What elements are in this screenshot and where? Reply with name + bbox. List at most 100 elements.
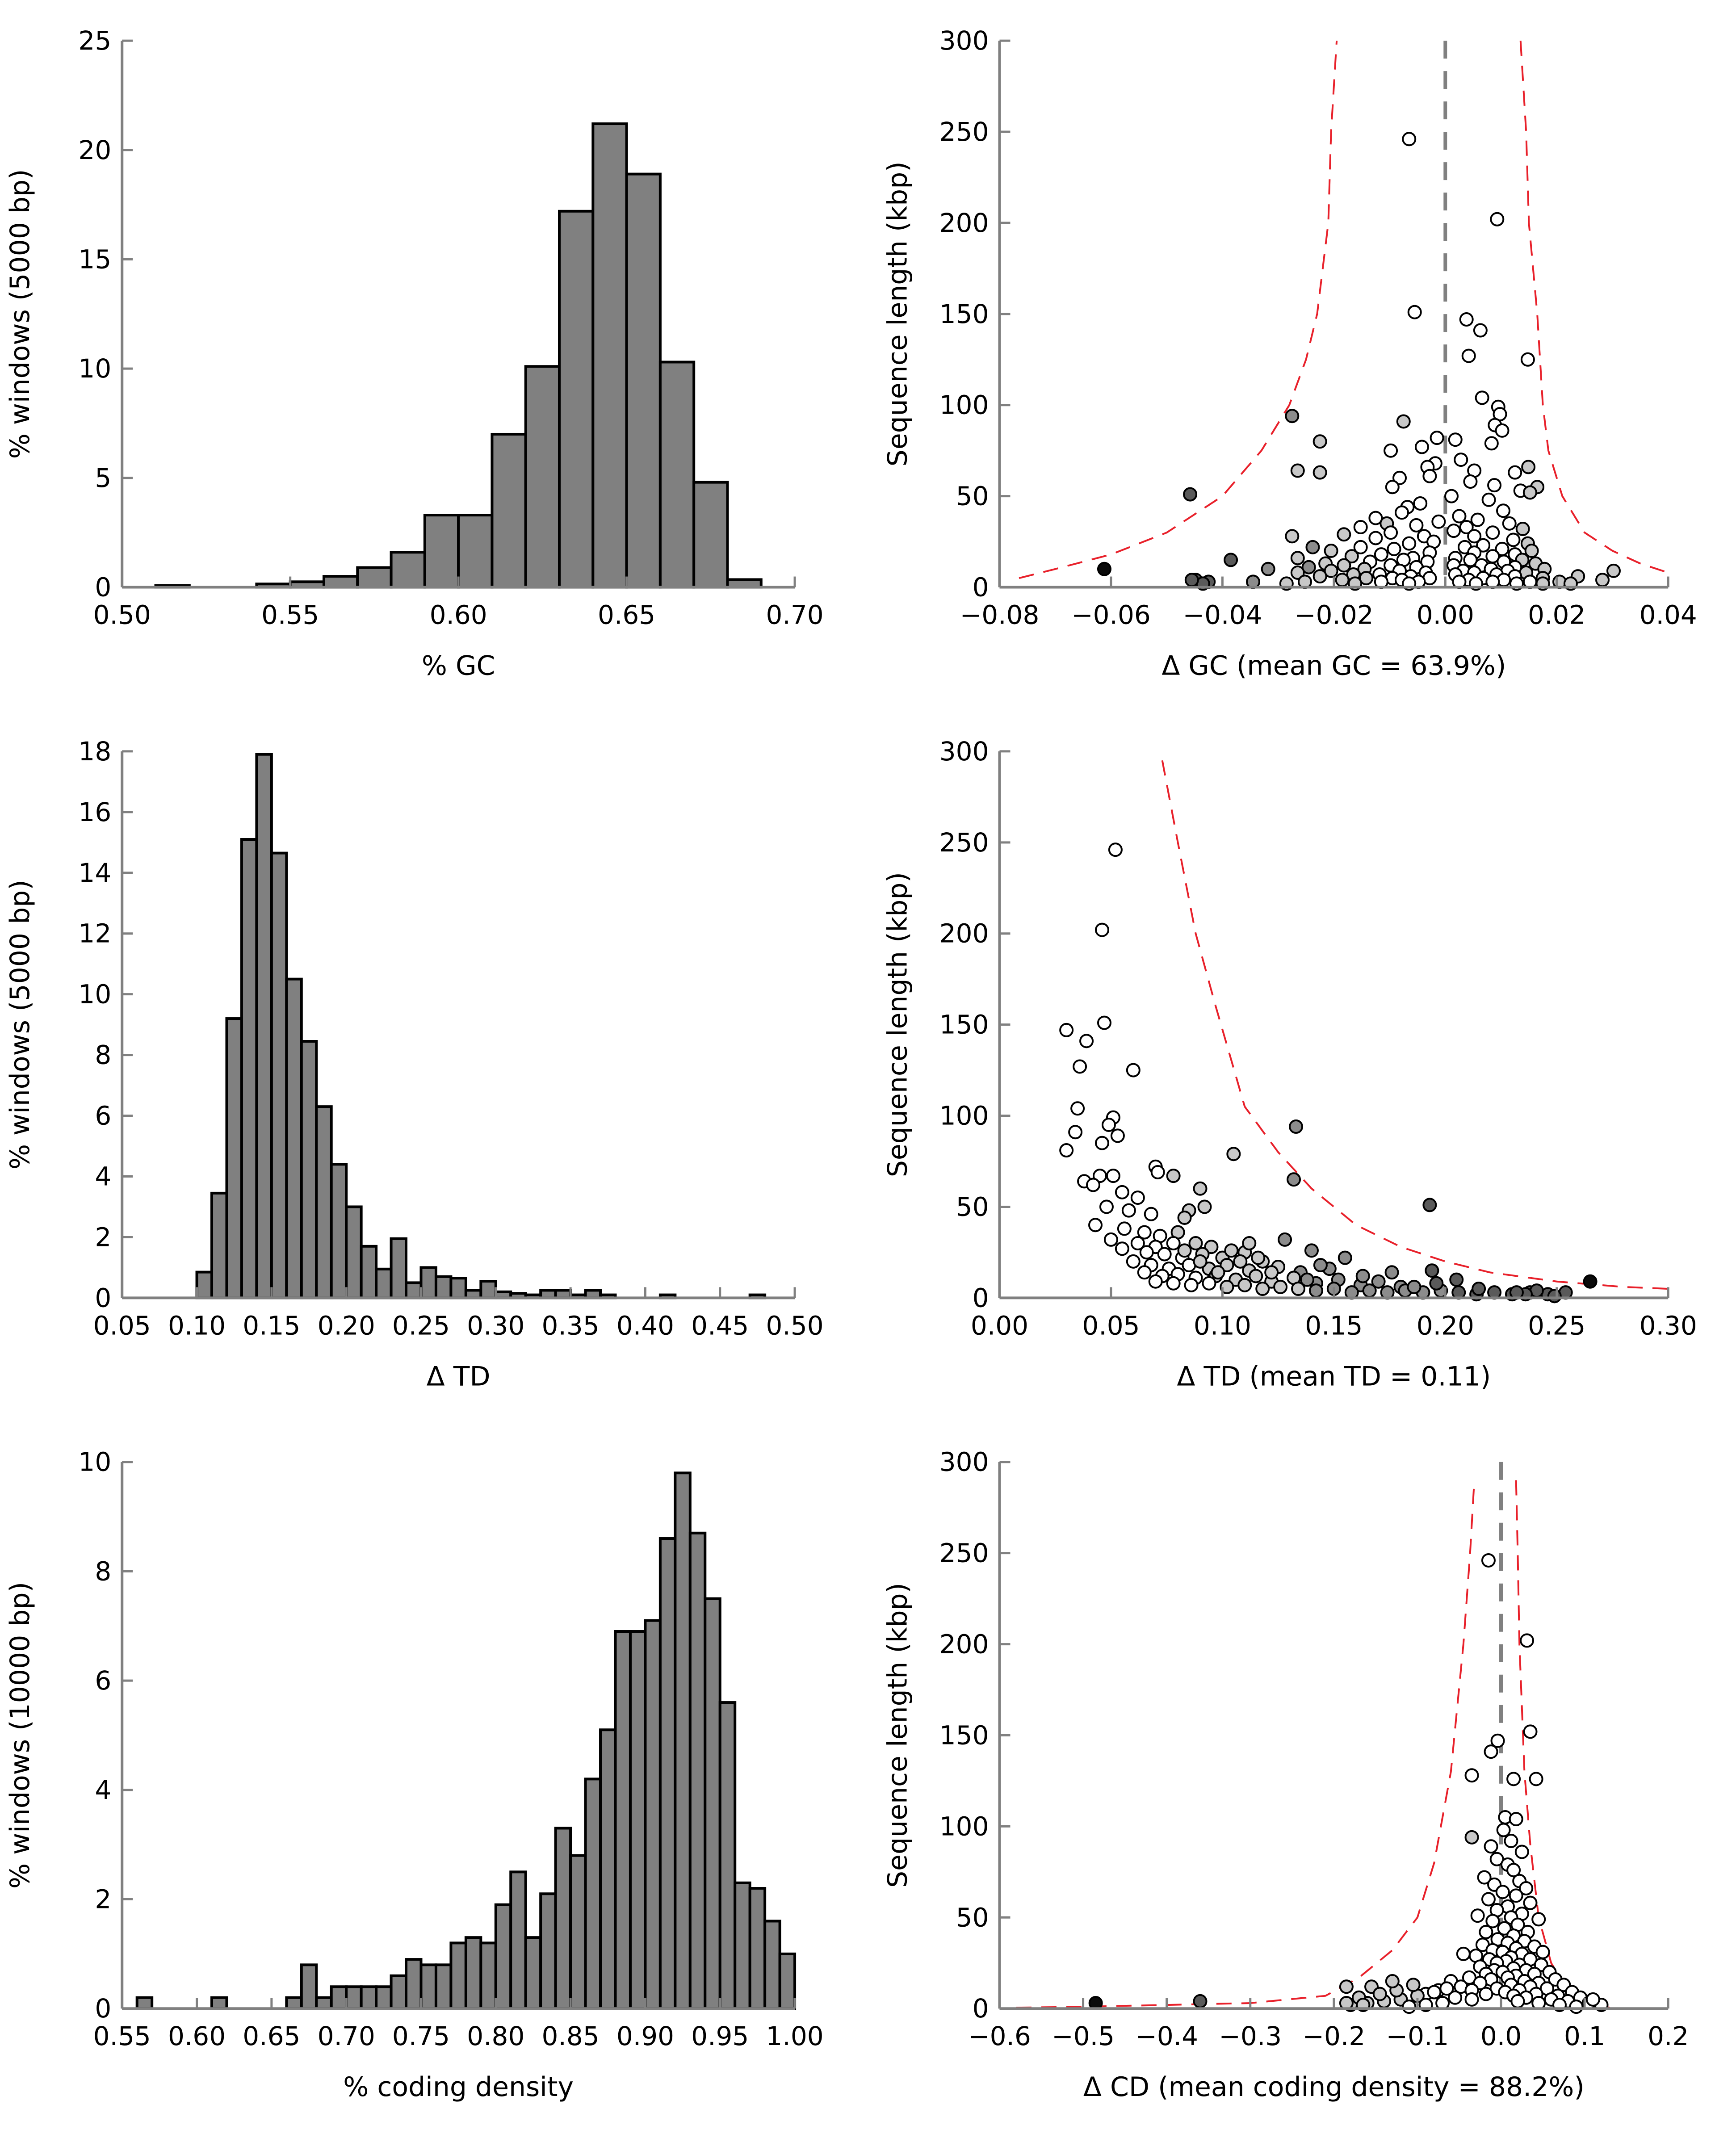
- cd-histogram-bar: [674, 1471, 692, 2010]
- gc-scatter-point: [1285, 529, 1300, 544]
- td-histogram-bar: [375, 1267, 393, 1300]
- td-scatter-point: [1144, 1207, 1158, 1221]
- td-histogram-bar: [434, 1275, 453, 1300]
- cd-histogram-bar: [614, 1630, 632, 2010]
- gc-scatter-point: [1447, 524, 1461, 538]
- cd-scatter-x-tick-label: 0.0: [1480, 2021, 1522, 2051]
- gc-scatter-point: [1392, 470, 1407, 485]
- td-scatter-point: [1166, 1236, 1181, 1251]
- td-scatter-point: [1094, 1136, 1109, 1150]
- gc-scatter-points: [1097, 132, 1621, 591]
- td-scatter-point: [1278, 1232, 1292, 1247]
- cd-scatter-point: [1520, 1633, 1535, 1648]
- gc-histogram-bar: [625, 172, 662, 589]
- cd-histogram-bar: [748, 1887, 767, 2010]
- td-scatter-point: [1106, 1169, 1120, 1183]
- cd-scatter-point: [1490, 1733, 1505, 1748]
- td-scatter-y-tick-label: 0: [973, 1283, 989, 1313]
- td-scatter-point: [1108, 843, 1123, 857]
- td-histogram-x-tick-label: 0.20: [318, 1310, 375, 1341]
- gc-histogram-panel: 0.50 0.55 0.60 0.65 0.70 0 5 10 15 20 25 % GC % wind…: [4, 25, 823, 681]
- cd-scatter-point: [1406, 1978, 1421, 1992]
- td-histogram-bar: [390, 1237, 408, 1300]
- td-histogram-panel: 0.05 0.10 0.15 0.20 0.25 0.30 0.35 0.40 0.45 0.50…: [4, 736, 823, 1392]
- gc-scatter-point: [1481, 492, 1496, 507]
- cd-scatter-x-tick-label: 0.1: [1564, 2021, 1605, 2051]
- cd-scatter-point: [1496, 1823, 1511, 1837]
- gc-histogram-x-tick-label: 0.70: [766, 600, 823, 630]
- gc-scatter-point: [1285, 409, 1300, 423]
- gc-scatter-x-tick-label: 0.00: [1417, 600, 1474, 630]
- td-scatter-y-tick-label: 250: [939, 827, 989, 858]
- td-scatter-y-tick-label: 300: [939, 736, 989, 767]
- cd-histogram-bar: [360, 1985, 378, 2010]
- cd-histogram-bar: [539, 1892, 557, 2010]
- gc-scatter-point: [1407, 305, 1422, 319]
- cd-scatter-y-axis-label: Sequence length (kbp): [882, 1583, 913, 1888]
- td-scatter-point: [1094, 922, 1109, 937]
- td-scatter-point: [1224, 1243, 1239, 1258]
- gc-scatter-y-tick-label: 150: [939, 299, 989, 329]
- gc-scatter-point: [1413, 496, 1428, 511]
- td-histogram-x-tick-label: 0.45: [691, 1310, 749, 1341]
- td-scatter-point: [1211, 1265, 1225, 1280]
- cd-histogram-x-tick-label: 1.00: [766, 2021, 823, 2051]
- cd-scatter-point: [1531, 1912, 1546, 1927]
- gc-scatter-point: [1374, 547, 1388, 562]
- cd-histogram-bar: [135, 1996, 154, 2010]
- gc-scatter-point: [1521, 460, 1536, 474]
- gc-scatter-point: [1414, 440, 1429, 454]
- gc-scatter-point: [1290, 565, 1305, 580]
- td-scatter-point: [1130, 1191, 1145, 1205]
- cd-scatter-y-tick-label: 100: [939, 1811, 989, 1841]
- td-scatter-point: [1150, 1165, 1165, 1179]
- td-scatter-point: [1184, 1278, 1199, 1292]
- gc-scatter-point: [1452, 509, 1467, 524]
- cd-scatter-point: [1510, 1994, 1525, 2008]
- cd-scatter-point: [1477, 1870, 1492, 1885]
- gc-scatter-point: [1337, 527, 1351, 542]
- gc-scatter-y-tick-label: 250: [939, 117, 989, 147]
- cd-histogram-bar: [658, 1537, 677, 2010]
- cd-histogram-bars: [135, 1471, 797, 2010]
- td-histogram-x-axis-label: Δ TD: [427, 1361, 491, 1392]
- gc-histogram-y-tick-label: 10: [78, 353, 111, 384]
- cd-histogram-bar: [315, 1996, 333, 2010]
- td-scatter-y-tick-label: 100: [939, 1101, 989, 1131]
- td-scatter-point: [1117, 1221, 1132, 1236]
- cd-scatter-point: [1439, 1981, 1454, 1996]
- td-scatter-point: [1130, 1236, 1145, 1251]
- gc-scatter-point: [1515, 522, 1530, 537]
- td-scatter-point: [1355, 1269, 1370, 1283]
- td-scatter-point: [1086, 1178, 1101, 1192]
- gc-scatter-point: [1359, 571, 1374, 586]
- cd-scatter-boundary-curve: [1016, 1480, 1476, 2009]
- td-scatter-point: [1429, 1276, 1444, 1291]
- gc-histogram-x-tick-label: 0.50: [93, 600, 151, 630]
- td-histogram-bar: [419, 1266, 437, 1300]
- td-histogram-x-tick-label: 0.35: [542, 1310, 600, 1341]
- cd-histogram-panel: 0.55 0.60 0.65 0.70 0.75 0.80 0.85 0.90 0.95 1.00…: [4, 1447, 823, 2103]
- td-histogram-x-tick-label: 0.50: [766, 1310, 823, 1341]
- gc-scatter-x-tick-label: 0.02: [1528, 600, 1585, 630]
- td-histogram-bars: [195, 753, 767, 1300]
- cd-histogram-bar: [449, 1941, 467, 2010]
- gc-histogram-y-tick-label: 0: [95, 572, 111, 603]
- cd-scatter-point: [1585, 1992, 1600, 2007]
- cd-scatter-x-tick-label: −0.5: [1052, 2021, 1115, 2051]
- td-scatter-point: [1264, 1265, 1279, 1280]
- td-scatter-point: [1097, 1015, 1111, 1030]
- cd-histogram-y-tick-label: 6: [95, 1665, 111, 1696]
- gc-scatter-point: [1461, 348, 1476, 363]
- cd-scatter-y-tick-label: 300: [939, 1447, 989, 1477]
- gc-histogram-bar: [658, 361, 696, 589]
- cd-histogram-bar: [330, 1985, 348, 2010]
- gc-histogram-y-tick-label: 5: [95, 463, 111, 493]
- td-scatter-point: [1139, 1245, 1154, 1260]
- gc-scatter-point: [1448, 432, 1463, 447]
- gc-scatter-x-tick-label: −0.08: [960, 600, 1040, 630]
- cd-scatter-point: [1504, 1834, 1518, 1849]
- td-histogram-bar: [405, 1281, 423, 1300]
- td-scatter-point: [1103, 1232, 1118, 1247]
- cd-scatter-point: [1479, 1987, 1493, 2001]
